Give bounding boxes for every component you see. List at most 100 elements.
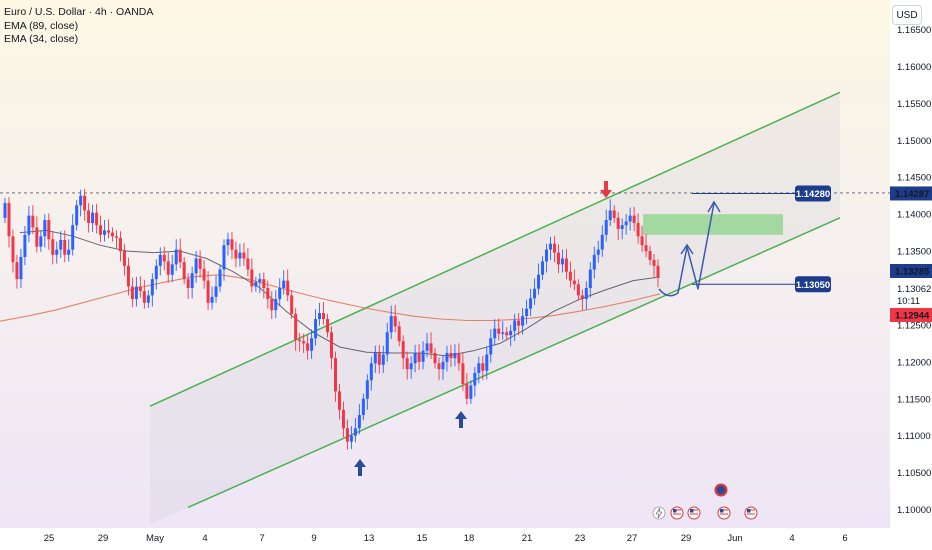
candle-body[interactable] [238, 252, 242, 259]
candle-body[interactable] [314, 319, 318, 339]
candle-body[interactable] [568, 271, 572, 281]
candle-body[interactable] [258, 279, 262, 283]
candle-body[interactable] [469, 385, 473, 399]
candle-body[interactable] [111, 232, 115, 237]
candle-body[interactable] [584, 288, 588, 300]
candle-body[interactable] [453, 352, 457, 359]
candle-body[interactable] [485, 354, 489, 371]
candle-body[interactable] [389, 316, 393, 333]
candle-body[interactable] [385, 332, 389, 355]
candle-body[interactable] [103, 230, 107, 235]
candle-body[interactable] [445, 352, 449, 362]
candle-body[interactable] [150, 279, 154, 296]
candle-body[interactable] [282, 280, 286, 288]
candle-body[interactable] [564, 258, 568, 272]
candle-body[interactable] [87, 210, 91, 224]
candle-body[interactable] [401, 341, 405, 359]
highlighted-event-icon[interactable] [715, 484, 727, 496]
candle-body[interactable] [541, 261, 545, 275]
candle-body[interactable] [230, 239, 234, 250]
candle-body[interactable] [449, 352, 453, 359]
candle-body[interactable] [521, 316, 525, 326]
candle-body[interactable] [517, 320, 521, 326]
candle-body[interactable] [529, 298, 533, 309]
candle-body[interactable] [79, 195, 83, 206]
projection-path[interactable] [658, 202, 715, 297]
candle-body[interactable] [134, 286, 138, 300]
candle-body[interactable] [250, 269, 254, 287]
candle-body[interactable] [51, 239, 55, 255]
candle-body[interactable] [246, 258, 250, 270]
candle-body[interactable] [393, 316, 397, 327]
candle-body[interactable] [381, 354, 385, 365]
candle-body[interactable] [465, 384, 469, 399]
candle-body[interactable] [556, 252, 560, 265]
candle-body[interactable] [318, 313, 322, 320]
candle-body[interactable] [421, 350, 425, 362]
candle-body[interactable] [397, 326, 401, 342]
candle-body[interactable] [222, 245, 226, 270]
candle-body[interactable] [91, 212, 95, 224]
candle-body[interactable] [548, 243, 552, 250]
candle-body[interactable] [640, 236, 644, 246]
candle-body[interactable] [190, 273, 194, 288]
candle-body[interactable] [600, 234, 604, 250]
candle-body[interactable] [425, 343, 429, 351]
candle-body[interactable] [35, 227, 39, 247]
candle-body[interactable] [509, 330, 513, 336]
candle-body[interactable] [130, 286, 134, 300]
us-flag-event-icon[interactable] [670, 506, 684, 520]
candle-body[interactable] [306, 343, 310, 351]
candle-body[interactable] [497, 328, 501, 334]
candle-body[interactable] [154, 265, 158, 280]
us-flag-event-icon[interactable] [687, 506, 701, 520]
candle-body[interactable] [174, 249, 178, 265]
candle-body[interactable] [182, 262, 186, 280]
candle-body[interactable] [226, 239, 230, 246]
candle-body[interactable] [588, 269, 592, 288]
candle-body[interactable] [206, 280, 210, 303]
candle-body[interactable] [302, 341, 306, 344]
candle-body[interactable] [95, 212, 99, 226]
candle-body[interactable] [373, 352, 377, 364]
candle-body[interactable] [83, 195, 87, 211]
candle-body[interactable] [15, 262, 19, 280]
candle-body[interactable] [596, 249, 600, 255]
candle-body[interactable] [413, 352, 417, 364]
candle-body[interactable] [23, 234, 27, 257]
candle-body[interactable] [644, 245, 648, 252]
candle-body[interactable] [333, 358, 337, 392]
candle-body[interactable] [290, 295, 294, 314]
candle-body[interactable] [274, 299, 278, 311]
candle-body[interactable] [194, 258, 198, 274]
candle-body[interactable] [138, 286, 142, 291]
candle-body[interactable] [345, 428, 349, 442]
candle-body[interactable] [67, 249, 71, 255]
candle-body[interactable] [501, 332, 505, 334]
us-flag-event-icon[interactable] [744, 506, 758, 520]
candle-body[interactable] [545, 249, 549, 262]
candle-body[interactable] [489, 338, 493, 355]
candle-body[interactable] [326, 319, 330, 333]
candle-body[interactable] [47, 220, 51, 240]
candle-body[interactable] [560, 258, 564, 265]
candle-body[interactable] [218, 269, 222, 287]
candle-body[interactable] [616, 217, 620, 229]
candle-body[interactable] [298, 339, 302, 342]
candle-body[interactable] [19, 256, 23, 280]
candle-body[interactable] [122, 251, 126, 266]
candle-body[interactable] [59, 240, 63, 250]
resistance-label[interactable]: 1.14280 [795, 185, 831, 202]
candle-body[interactable] [429, 343, 433, 353]
candle-body[interactable] [294, 313, 298, 340]
candle-body[interactable] [310, 338, 314, 351]
candle-body[interactable] [178, 249, 182, 263]
candle-body[interactable] [405, 358, 409, 370]
us-flag-event-icon[interactable] [717, 506, 731, 520]
candle-body[interactable] [341, 409, 345, 429]
candle-body[interactable] [632, 215, 636, 224]
candle-body[interactable] [166, 261, 170, 275]
candle-body[interactable] [11, 236, 15, 263]
